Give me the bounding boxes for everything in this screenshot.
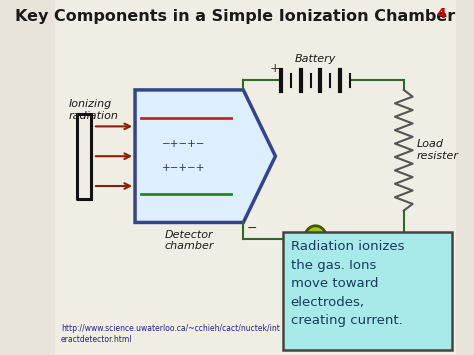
- Polygon shape: [135, 90, 275, 223]
- Text: −: −: [246, 222, 257, 235]
- Text: Key Components in a Simple Ionization Chamber: Key Components in a Simple Ionization Ch…: [15, 10, 456, 24]
- Text: 4: 4: [436, 7, 446, 21]
- Text: Detector
chamber: Detector chamber: [164, 230, 214, 251]
- Text: Ampere-
meter: Ampere- meter: [292, 258, 339, 280]
- Text: Load
resister: Load resister: [417, 140, 459, 161]
- Bar: [283, 232, 452, 350]
- Text: Radiation ionizes
the gas. Ions
move toward
electrodes,
creating current.: Radiation ionizes the gas. Ions move tow…: [291, 240, 404, 327]
- Text: −+−+−: −+−+−: [162, 140, 205, 149]
- Text: +−+−+: +−+−+: [162, 163, 205, 173]
- Text: Ionizing
radiation: Ionizing radiation: [69, 99, 118, 121]
- Circle shape: [304, 226, 327, 252]
- Text: +: +: [269, 62, 280, 75]
- Text: Battery: Battery: [295, 54, 336, 64]
- Text: http://www.science.uwaterloo.ca/~cchieh/cact/nuctek/int
eractdetector.html: http://www.science.uwaterloo.ca/~cchieh/…: [61, 324, 280, 344]
